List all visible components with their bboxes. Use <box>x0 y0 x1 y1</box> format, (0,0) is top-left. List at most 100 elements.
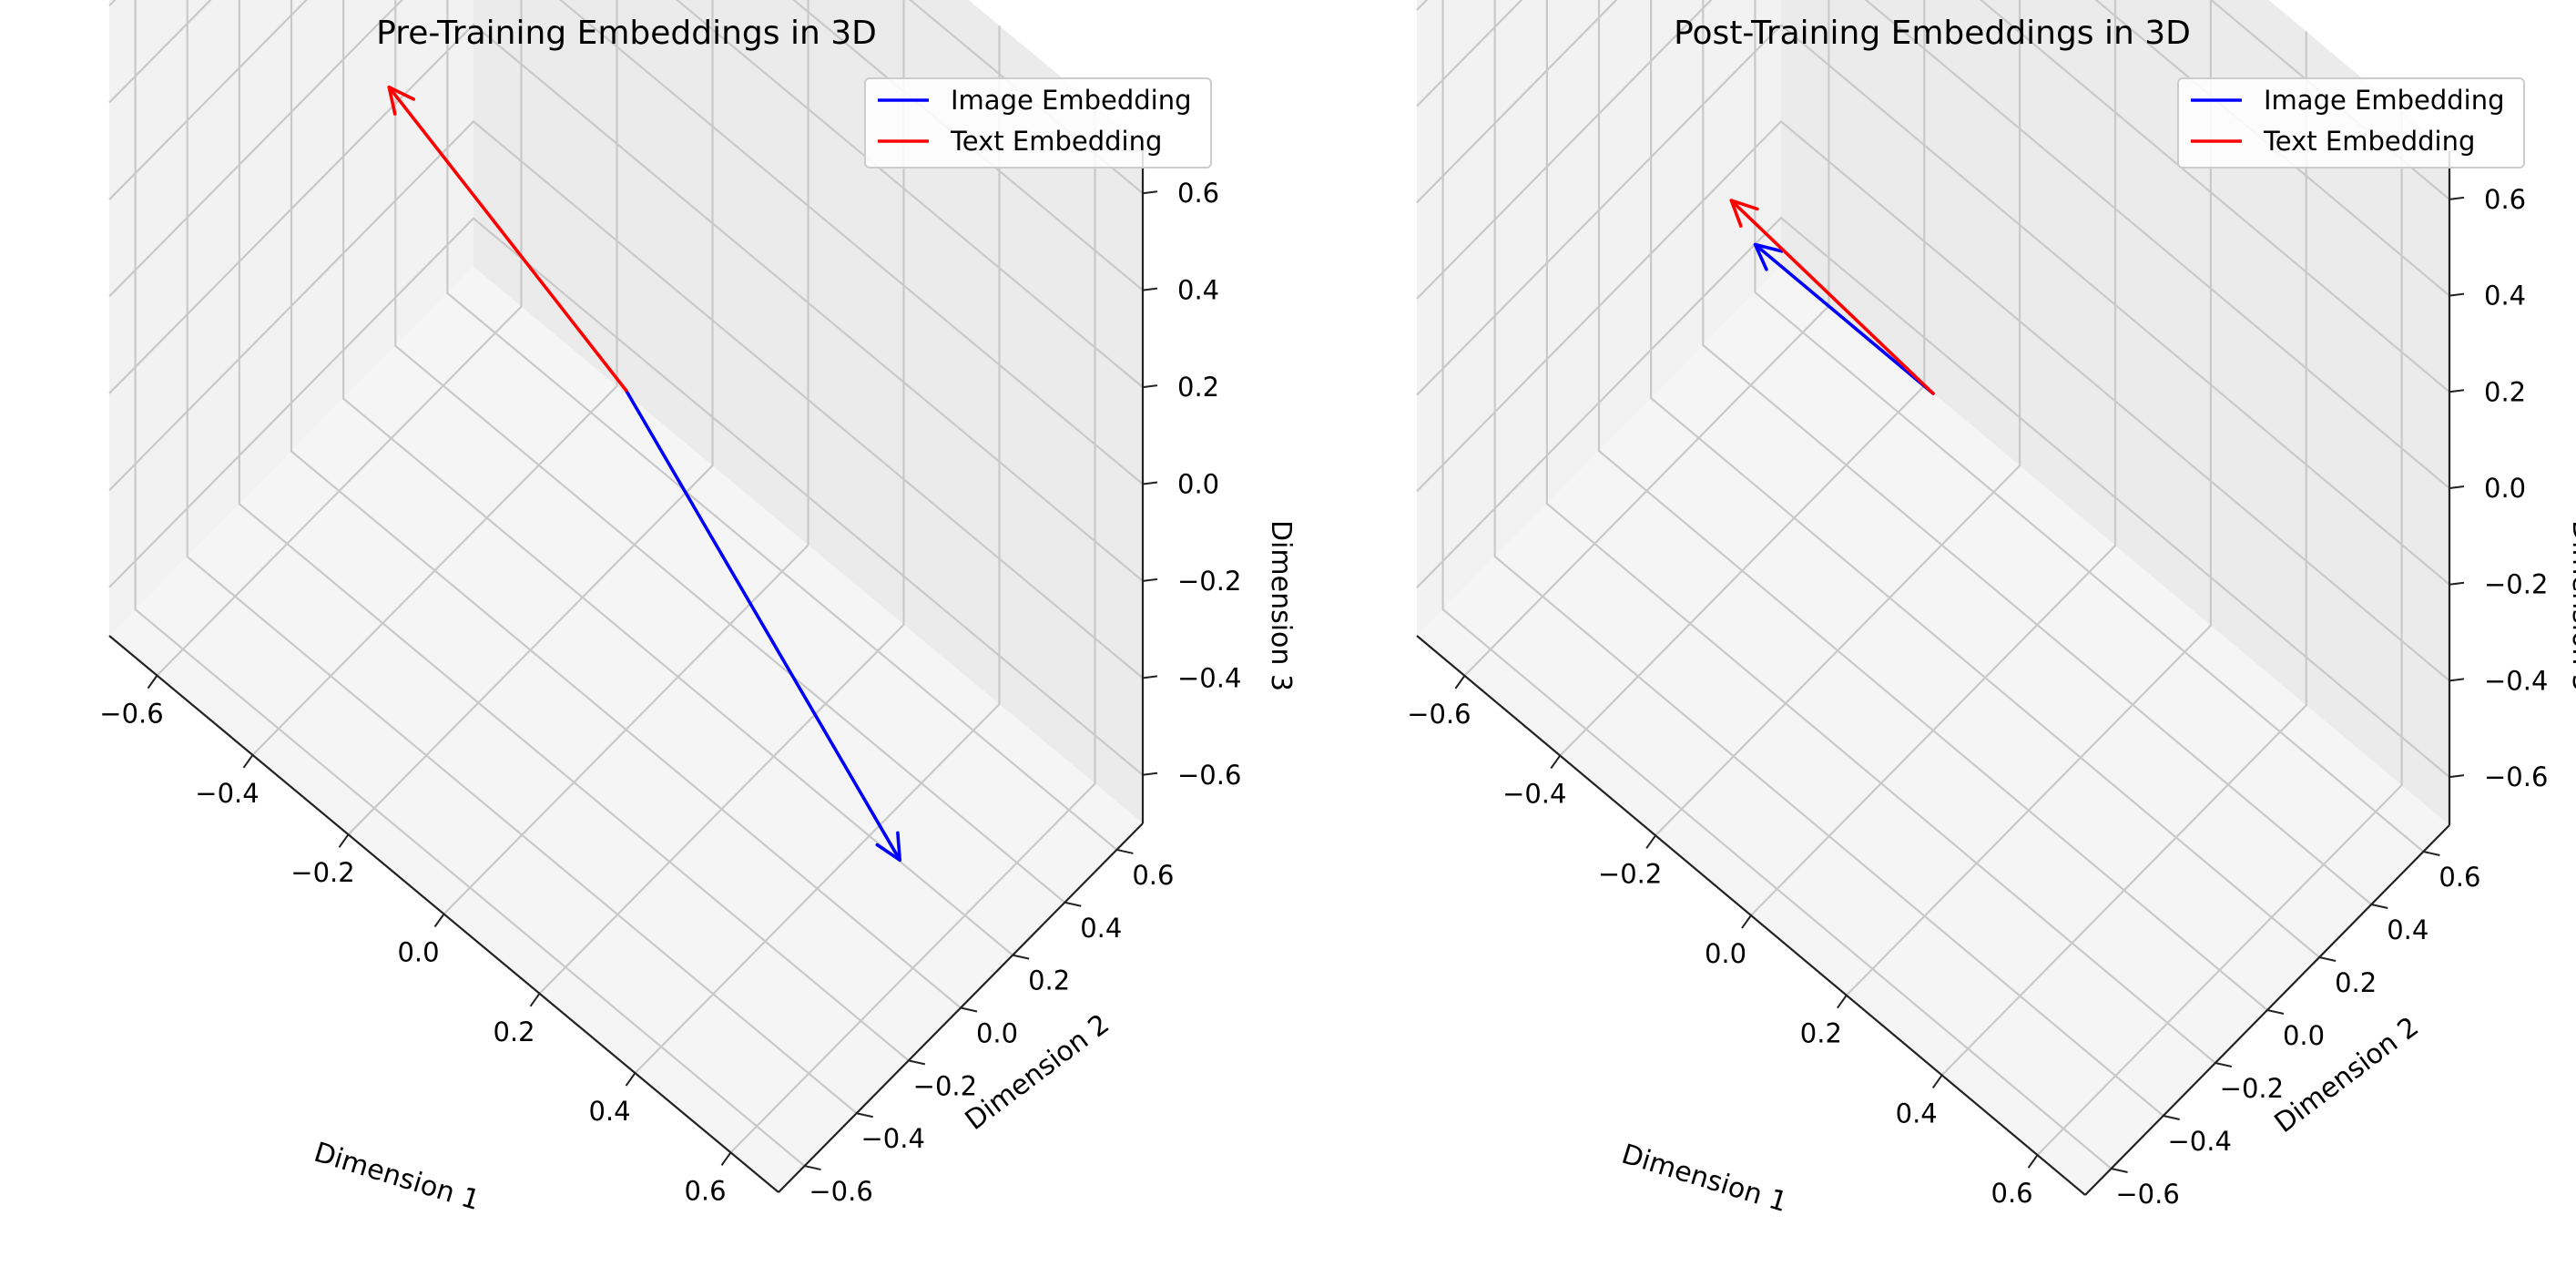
legend-label: Text Embedding <box>2263 126 2475 157</box>
x-tick-6 <box>2027 1154 2039 1169</box>
y-tick-4 <box>2318 956 2337 962</box>
z-tick-0 <box>2449 774 2465 779</box>
vector-arrowhead <box>1729 199 1759 228</box>
x-tick-label: 0.4 <box>1896 1098 1938 1129</box>
z-tick-2 <box>1142 577 1158 582</box>
subplot-1: −0.6 −0.6 −0.6 −0.4 −0.4 −0.4 −0.2 −0.2 −0.2 0.0 0… <box>99 0 1297 1217</box>
z-tick-label: 0.2 <box>1177 372 1219 403</box>
z-tick-label: 0.6 <box>1177 178 1219 209</box>
grid-y-0 <box>1441 0 2113 1170</box>
y-tick-1 <box>2163 1115 2180 1120</box>
grid-y-5 <box>394 0 1066 904</box>
grid-z-4 <box>108 0 1144 388</box>
y-tick-6 <box>1116 848 1134 854</box>
x-tick-3 <box>433 913 445 928</box>
x-tick-label: 0.6 <box>1991 1178 2033 1209</box>
y-tick-label: −0.6 <box>2115 1179 2179 1210</box>
z-tick-6 <box>1142 190 1158 195</box>
grid-x-0 <box>156 0 523 677</box>
grid-z-3 <box>1416 0 2450 489</box>
x-tick-4 <box>529 993 541 1007</box>
vector-arrowhead <box>387 85 416 116</box>
y-tick-2 <box>908 1059 926 1066</box>
z-tick-label: 0.0 <box>2484 473 2526 504</box>
x-tick-5 <box>1931 1074 1943 1089</box>
x-tick-3 <box>1741 914 1752 929</box>
legend-frame <box>864 77 1212 169</box>
z-tick-label: −0.4 <box>2484 665 2548 696</box>
x-tick-0 <box>147 675 158 689</box>
grid-y-6 <box>446 0 1118 851</box>
vector-text-embedding <box>387 85 628 393</box>
vector-shaft <box>1753 242 1935 395</box>
z-tick-label: 0.4 <box>2484 281 2526 312</box>
y-tick-label: −0.6 <box>809 1176 872 1207</box>
z-tick-label: −0.6 <box>1177 760 1241 791</box>
y-tick-label: 0.4 <box>2387 914 2428 945</box>
grid-x-3 <box>1750 0 2117 916</box>
vector-shaft <box>1729 199 1935 395</box>
x-tick-label: 0.0 <box>1705 938 1746 969</box>
grid-y-2 <box>238 0 910 1062</box>
z-tick-5 <box>2449 292 2465 297</box>
grid-y-4 <box>342 0 1013 956</box>
x-tick-5 <box>625 1072 636 1087</box>
y-tick-label: 0.2 <box>1028 965 1070 996</box>
z-axis-label: Dimension 3 <box>2566 520 2576 691</box>
z-axis-label: Dimension 3 <box>1265 520 1297 691</box>
grid-x-4 <box>1846 0 2212 996</box>
y-tick-label: 0.4 <box>1080 913 1122 944</box>
subplot-2: −0.6 −0.6 −0.6 −0.4 −0.4 −0.4 −0.2 −0.2 −0.2 0.0 0… <box>1407 0 2576 1219</box>
z-tick-1 <box>2449 678 2465 682</box>
y-tick-label: −0.4 <box>2168 1126 2232 1157</box>
legend-label: Image Embedding <box>951 85 1192 116</box>
y-tick-label: 0.6 <box>2439 862 2480 893</box>
z-tick-label: −0.2 <box>2484 569 2548 600</box>
y-tick-0 <box>2111 1168 2128 1173</box>
z-tick-2 <box>2449 581 2465 586</box>
z-tick-label: 0.2 <box>2484 376 2526 407</box>
y-tick-6 <box>2423 851 2440 856</box>
x-tick-label: −0.4 <box>195 778 259 809</box>
grid-x-2 <box>1655 0 2021 837</box>
x-tick-label: −0.6 <box>1407 699 1471 730</box>
z-tick-3 <box>2449 485 2465 489</box>
grid-x-6 <box>729 105 1096 1154</box>
x-tick-2 <box>338 833 350 848</box>
x-axis-label: Dimension 1 <box>311 1137 484 1217</box>
x-tick-0 <box>1454 675 1466 689</box>
vector-text-embedding <box>1729 199 1935 395</box>
grid-z-2 <box>108 23 1144 582</box>
grid-z-2 <box>1416 24 2450 586</box>
grid-z-1 <box>1416 119 2450 682</box>
y-tick-3 <box>960 1006 978 1013</box>
z-tick-3 <box>1142 481 1158 485</box>
y-tick-label: 0.6 <box>1132 860 1174 891</box>
grid-x-3 <box>443 0 809 915</box>
grid-z-1 <box>108 119 1144 679</box>
z-tick-0 <box>1142 771 1158 776</box>
z-tick-4 <box>2449 389 2465 393</box>
grid-x-5 <box>634 26 1001 1074</box>
z-tick-label: −0.4 <box>1177 662 1241 693</box>
grid-y-6 <box>1754 0 2425 853</box>
x-tick-label: 0.6 <box>684 1175 726 1206</box>
vector-shaft <box>387 85 628 393</box>
legend: Image Embedding Text Embedding <box>2177 77 2525 169</box>
x-axis-label: Dimension 1 <box>1618 1139 1791 1219</box>
y-tick-1 <box>856 1112 873 1118</box>
legend: Image Embedding Text Embedding <box>864 77 1212 169</box>
x-tick-label: −0.2 <box>290 857 354 888</box>
grid-y-1 <box>1493 0 2164 1117</box>
y-tick-3 <box>2266 1009 2285 1015</box>
grid-z-6 <box>108 0 1144 195</box>
vector-arrowhead <box>1753 242 1784 271</box>
subplot-title: Pre-Training Embeddings in 3D <box>376 15 877 52</box>
grid-x-1 <box>251 0 618 756</box>
grid-x-2 <box>347 0 714 835</box>
x-tick-label: 0.4 <box>588 1096 630 1127</box>
z-tick-1 <box>1142 675 1158 679</box>
vector-shaft <box>624 388 902 863</box>
